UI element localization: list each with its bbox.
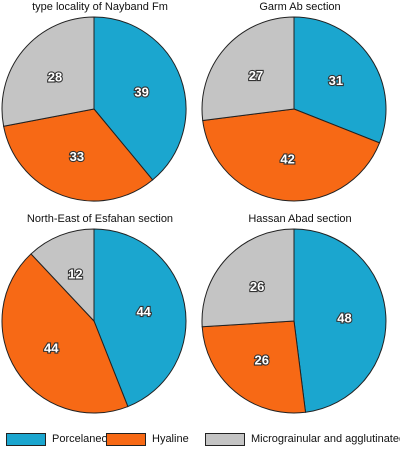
slice-hyaline [202,108,381,202]
legend-label: Micrograinular and agglutinated [251,433,400,445]
legend-item-hyaline: Hyaline [106,428,189,450]
pie-panel-garm-ab: Garm Ab section 31 42 27 [200,0,400,210]
slice-value-label: 44 [136,304,151,319]
slice-value-label: 48 [337,310,351,325]
legend-swatch [6,432,46,446]
pie-chart: 31 42 27 [201,16,387,202]
slice-porcelaneous [93,16,187,181]
legend-item-micrograinular: Micrograinular and agglutinated [205,428,400,450]
slice-value-label: 44 [44,341,59,356]
slice-value-label: 27 [249,68,263,83]
pie-panel-nayband: type locality of Nayband Fm 39 33 28 [0,0,200,210]
slice-hyaline [201,320,307,414]
pie-panel-esfahan: North-East of Esfahan section 44 44 12 [0,212,200,422]
pie-chart: 44 44 12 [1,228,187,414]
slice-value-label: 26 [250,279,264,294]
slice-value-label: 42 [280,152,294,167]
slice-value-label: 28 [48,69,62,84]
slice-value-label: 12 [68,266,82,281]
slice-value-label: 31 [329,73,343,88]
slice-value-label: 26 [255,352,269,367]
legend: Porcelaneous Hyaline Micrograinular and … [0,428,400,450]
legend-swatch [106,432,146,446]
pie-chart: 48 26 26 [201,228,387,414]
slice-hyaline [1,253,129,414]
slice-value-label: 39 [134,84,148,99]
legend-item-porcelaneous: Porcelaneous [6,428,119,450]
pie-chart: 39 33 28 [1,16,187,202]
legend-label: Porcelaneous [52,433,120,445]
slice-micrograinular [1,16,95,127]
slice-porcelaneous [293,16,387,144]
slice-porcelaneous [93,228,187,408]
pie-title: Hassan Abad section [248,213,352,225]
slice-micrograinular [201,16,295,122]
slice-porcelaneous [293,228,387,413]
slice-micrograinular [201,228,295,328]
slice-hyaline [3,108,154,202]
pie-title: North-East of Esfahan section [26,213,174,225]
legend-swatch [205,432,245,446]
pie-title: type locality of Nayband Fm [32,1,168,13]
legend-label: Hyaline [152,433,189,445]
pie-title: Garm Ab section [259,1,341,13]
slice-value-label: 33 [70,149,84,164]
pie-panel-hassan-abad: Hassan Abad section 48 26 26 [200,212,400,422]
slice-micrograinular [30,228,95,323]
